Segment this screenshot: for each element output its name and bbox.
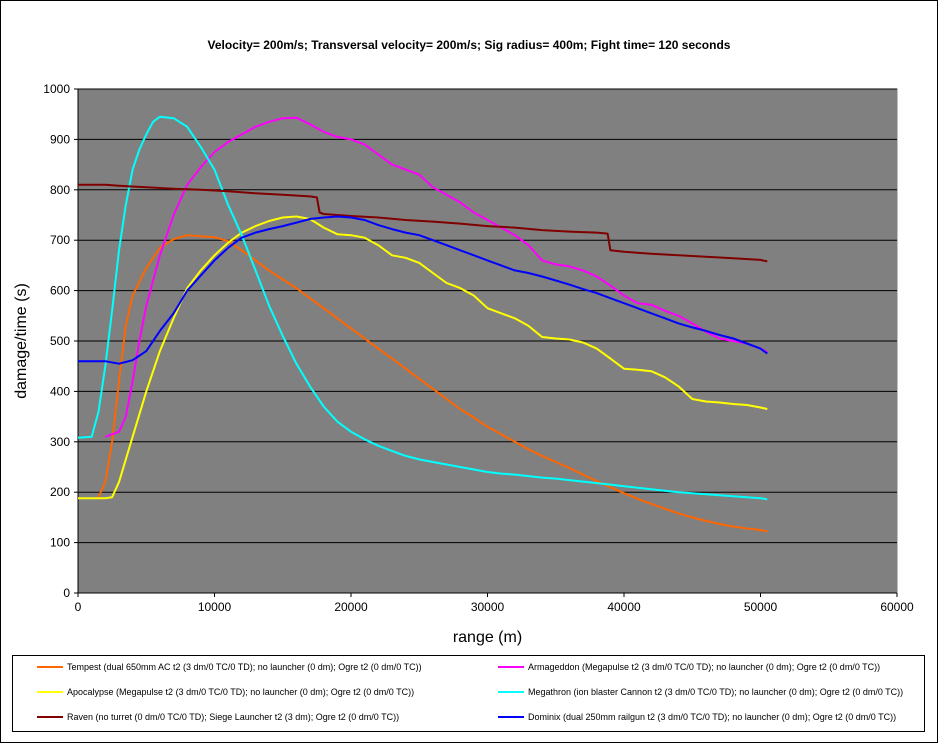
legend-swatch-5 [37,716,63,718]
xtick-label-2: 20000 [334,600,368,614]
ytick-label-5: 500 [50,334,70,348]
legend-swatch-2 [498,666,524,668]
xtick-label-1: 10000 [198,600,232,614]
legend-swatch-6 [498,716,524,718]
legend-label-5: Raven (no turret (0 dm/0 TC/0 TD); Siege… [67,712,400,722]
chart-title: Velocity= 200m/s; Transversal velocity= … [207,38,731,52]
xtick-label-3: 30000 [471,600,505,614]
legend-item-4: Megathron (ion blaster Cannon t2 (3 dm/0… [498,687,903,697]
series-line-2 [104,116,768,438]
y-axis-label: damage/time (s) [13,283,30,399]
ytick-label-4: 400 [50,384,70,398]
ytick-label-8: 800 [50,183,70,197]
legend-swatch-4 [498,691,524,693]
legend-swatch-1 [37,666,63,668]
x-axis-label: range (m) [453,629,522,646]
legend-item-2: Armageddon (Megapulse t2 (3 dm/0 TC/0 TD… [498,662,880,672]
xtick-label-0: 0 [75,600,82,614]
ytick-label-6: 600 [50,284,70,298]
series-line-4 [77,115,768,501]
legend-item-5: Raven (no turret (0 dm/0 TC/0 TD); Siege… [37,712,399,722]
xtick-label-5: 50000 [744,600,778,614]
legend-item-1: Tempest (dual 650mm AC t2 (3 dm/0 TC/0 T… [37,662,422,672]
legend-label-1: Tempest (dual 650mm AC t2 (3 dm/0 TC/0 T… [67,662,422,672]
xtick-label-4: 40000 [607,600,641,614]
chart-legend: Tempest (dual 650mm AC t2 (3 dm/0 TC/0 T… [12,655,925,732]
series-line-3 [78,215,768,500]
xtick-label-6: 60000 [880,600,914,614]
legend-label-4: Megathron (ion blaster Cannon t2 (3 dm/0… [528,687,904,697]
ytick-label-1: 100 [50,536,70,550]
ytick-label-0: 0 [63,586,70,600]
ytick-label-10: 1000 [43,82,70,96]
legend-label-3: Apocalypse (Megapulse t2 (3 dm/0 TC/0 TD… [67,687,415,697]
legend-label-6: Dominix (dual 250mm railgun t2 (3 dm/0 T… [528,712,897,722]
series-line-6 [78,215,768,365]
legend-item-3: Apocalypse (Megapulse t2 (3 dm/0 TC/0 TD… [37,687,414,697]
legend-label-2: Armageddon (Megapulse t2 (3 dm/0 TC/0 TD… [528,662,881,672]
ytick-label-7: 700 [50,233,70,247]
ytick-label-3: 300 [50,435,70,449]
ytick-label-2: 200 [50,485,70,499]
series-line-5 [78,183,768,263]
legend-swatch-3 [37,691,63,693]
ytick-label-9: 900 [50,132,70,146]
legend-item-6: Dominix (dual 250mm railgun t2 (3 dm/0 T… [498,712,896,722]
series-line-1 [97,234,768,533]
